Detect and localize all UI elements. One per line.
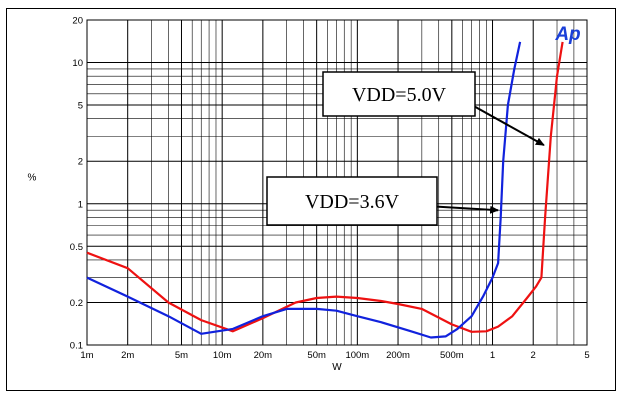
x-tick-label: 1m — [80, 350, 93, 361]
x-tick-label: 50m — [307, 350, 326, 361]
callout-1: VDD=5.0V — [322, 71, 545, 147]
y-tick-label: 5 — [78, 101, 83, 112]
series-line-2 — [86, 41, 522, 339]
x-tick-label: 20m — [254, 350, 273, 361]
x-tick-label: 5m — [175, 350, 188, 361]
x-tick-label: 1 — [490, 350, 495, 361]
callout-box — [322, 71, 476, 117]
callout-label: VDD=5.0V — [352, 84, 447, 106]
x-tick-label: 100m — [345, 350, 369, 361]
ap-logo: Ap — [554, 24, 580, 45]
callout-2: VDD=3.6V — [266, 176, 500, 226]
series-line-1 — [86, 41, 564, 333]
y-tick-label: 0.2 — [70, 298, 83, 309]
x-tick-label: 2 — [531, 350, 536, 361]
y-tick-label: 20 — [72, 16, 83, 27]
y-tick-label: 2 — [78, 157, 83, 168]
data-series — [86, 41, 564, 339]
x-tick-label: 5 — [584, 350, 589, 361]
y-tick-label: 0.1 — [70, 341, 83, 352]
plot-area-border — [86, 19, 588, 346]
y-tick-labels: 0.1 0.2 0.5 1 2 5 10 20 — [70, 16, 83, 352]
x-tick-label: 2m — [121, 350, 134, 361]
callout-box — [266, 176, 438, 226]
x-tick-label: 500m — [440, 350, 464, 361]
y-tick-label: 1 — [78, 199, 83, 210]
x-tick-label: 10m — [213, 350, 232, 361]
ap-logo-text: Ap — [554, 24, 580, 45]
x-tick-label: 200m — [386, 350, 410, 361]
x-axis-label: W — [332, 362, 342, 373]
y-axis-label: % — [28, 173, 37, 184]
y-tick-label: 0.5 — [70, 242, 83, 253]
x-tick-labels: 1m 2m 5m 10m 20m 50m 100m 200m 500m 1 2 5 — [80, 350, 589, 361]
callout-label: VDD=3.6V — [305, 191, 400, 213]
y-tick-label: 10 — [72, 58, 83, 69]
annotations: VDD=5.0V VDD=3.6V — [266, 71, 545, 226]
